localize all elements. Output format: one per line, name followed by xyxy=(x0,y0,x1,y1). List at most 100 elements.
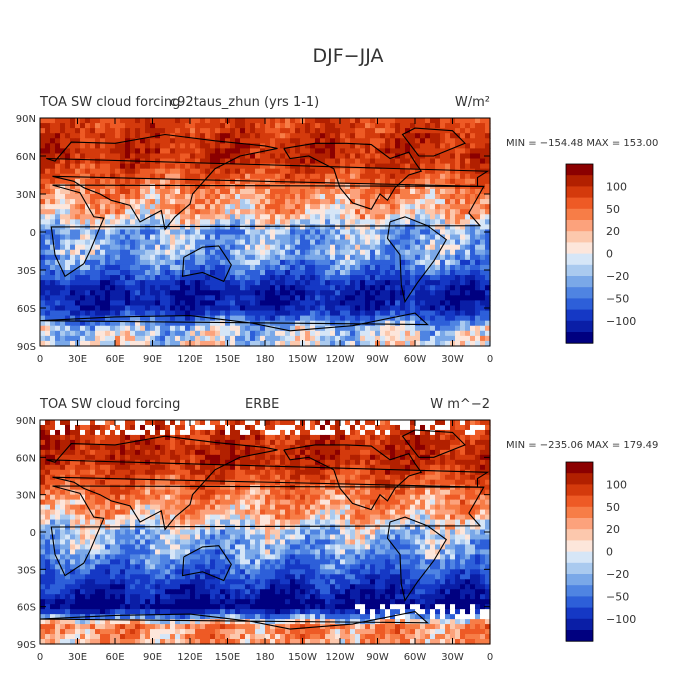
heatmap-cell xyxy=(350,183,356,190)
heatmap-cell xyxy=(345,429,351,436)
x-tick-label: 30W xyxy=(441,354,464,365)
heatmap-cell xyxy=(440,275,446,281)
heatmap-cell xyxy=(360,259,366,266)
heatmap-cell xyxy=(305,128,311,134)
heatmap-cell xyxy=(440,214,446,220)
heatmap-cell xyxy=(395,234,401,241)
heatmap-cell xyxy=(295,194,301,200)
heatmap-cell xyxy=(295,204,301,210)
heatmap-cell xyxy=(320,214,326,220)
heatmap-cell xyxy=(395,285,401,291)
heatmap-cell xyxy=(80,158,86,165)
heatmap-cell xyxy=(80,295,86,301)
heatmap-cell xyxy=(160,285,166,291)
heatmap-cell xyxy=(145,420,151,426)
heatmap-cell xyxy=(180,259,186,266)
heatmap-cell xyxy=(130,188,136,195)
heatmap-cell xyxy=(370,173,376,180)
heatmap-cell xyxy=(455,459,461,466)
heatmap-cell xyxy=(205,259,211,266)
heatmap-cell xyxy=(345,270,351,276)
heatmap-cell xyxy=(115,219,121,225)
heatmap-cell xyxy=(55,290,61,296)
heatmap-cell xyxy=(420,118,426,124)
heatmap-cell xyxy=(110,204,116,210)
heatmap-cell xyxy=(435,234,441,241)
heatmap-cell xyxy=(195,249,201,256)
heatmap-cell xyxy=(240,300,246,307)
heatmap-cell xyxy=(465,158,471,165)
heatmap-cell xyxy=(180,234,186,241)
heatmap-cell xyxy=(150,224,156,231)
heatmap-cell xyxy=(115,143,121,149)
heatmap-cell xyxy=(175,249,181,256)
heatmap-cell xyxy=(320,285,326,291)
heatmap-cell xyxy=(140,214,146,220)
heatmap-cell xyxy=(95,209,101,215)
heatmap-cell xyxy=(90,214,96,220)
heatmap-cell xyxy=(400,320,406,327)
heatmap-cell xyxy=(405,234,411,241)
heatmap-cell xyxy=(310,204,316,210)
heatmap-cell xyxy=(355,214,361,220)
heatmap-cell xyxy=(180,158,186,165)
heatmap-cell xyxy=(280,123,286,129)
heatmap-cell xyxy=(75,424,81,431)
heatmap-cell xyxy=(215,163,221,170)
heatmap-cell xyxy=(375,158,381,165)
heatmap-cell xyxy=(385,244,391,251)
heatmap-cell xyxy=(145,454,151,461)
heatmap-cell xyxy=(470,300,476,307)
heatmap-cell xyxy=(175,168,181,175)
heatmap-cell xyxy=(225,199,231,205)
heatmap-cell xyxy=(210,330,216,337)
heatmap-cell xyxy=(365,118,371,124)
heatmap-cell xyxy=(105,429,111,436)
heatmap-cell xyxy=(235,275,241,281)
heatmap-cell xyxy=(225,449,231,456)
heatmap-cell xyxy=(345,434,351,441)
heatmap-cell xyxy=(255,459,261,466)
heatmap-cell xyxy=(50,459,56,466)
heatmap-cell xyxy=(145,264,151,271)
heatmap-cell xyxy=(205,434,211,441)
heatmap-cell xyxy=(95,439,101,446)
heatmap-cell xyxy=(470,330,476,337)
heatmap-cell xyxy=(415,133,421,139)
heatmap-cell xyxy=(195,275,201,281)
heatmap-cell xyxy=(350,254,356,261)
heatmap-cell xyxy=(140,320,146,327)
heatmap-cell xyxy=(125,133,131,139)
heatmap-cell xyxy=(420,168,426,175)
heatmap-cell xyxy=(455,204,461,210)
heatmap-cell xyxy=(205,244,211,251)
heatmap-cell xyxy=(160,439,166,446)
heatmap-cell xyxy=(65,325,71,332)
heatmap-cell xyxy=(280,454,286,461)
heatmap-cell xyxy=(60,340,66,347)
heatmap-cell xyxy=(195,424,201,431)
heatmap-cell xyxy=(290,168,296,175)
heatmap-cell xyxy=(380,330,386,337)
heatmap-cell xyxy=(315,224,321,231)
heatmap-cell xyxy=(340,305,346,312)
heatmap-cell xyxy=(290,118,296,124)
heatmap-cell xyxy=(140,128,146,134)
heatmap-cell xyxy=(440,300,446,307)
heatmap-cell xyxy=(45,449,51,456)
heatmap-cell xyxy=(245,183,251,190)
heatmap-cell xyxy=(55,204,61,210)
heatmap-cell xyxy=(185,449,191,456)
heatmap-cell xyxy=(255,424,261,431)
heatmap-cell xyxy=(175,163,181,170)
heatmap-cell xyxy=(210,249,216,256)
heatmap-cell xyxy=(390,270,396,276)
heatmap-cell xyxy=(115,315,121,322)
heatmap-cell xyxy=(200,128,206,134)
heatmap-cell xyxy=(195,315,201,322)
heatmap-cell xyxy=(395,148,401,155)
heatmap-cell xyxy=(80,214,86,220)
heatmap-cell xyxy=(415,330,421,337)
heatmap-cell xyxy=(185,133,191,139)
heatmap-cell xyxy=(470,239,476,246)
